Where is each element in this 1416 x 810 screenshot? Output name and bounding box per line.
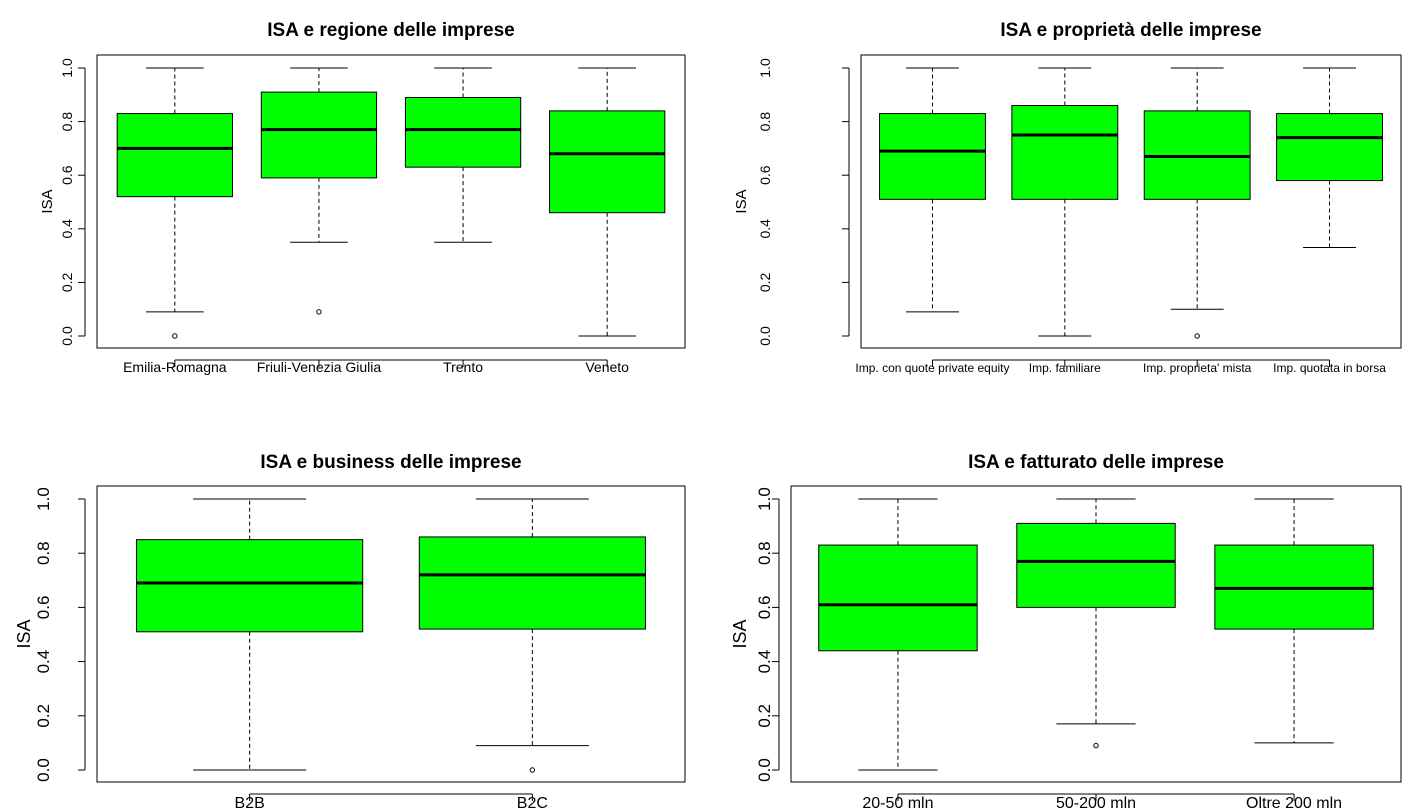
x-tick-label: Emilia-Romagna: [123, 359, 227, 375]
y-axis-label: ISA: [14, 619, 34, 648]
box-body: [879, 113, 986, 200]
y-axis-label: ISA: [733, 189, 750, 213]
y-tick-label: 0.0: [755, 758, 774, 782]
chart-title: ISA e regione delle imprese: [267, 20, 514, 41]
x-tick-label: Imp. familiare: [1029, 361, 1101, 375]
y-tick-label: 0.2: [755, 704, 774, 728]
chart-title: ISA e business delle imprese: [260, 452, 521, 473]
box-b2b: [136, 498, 364, 771]
outlier-point: [529, 767, 536, 773]
box-trento: [404, 67, 522, 243]
y-tick-label: 0.0: [59, 326, 75, 346]
y-tick-label: 0.6: [34, 596, 53, 620]
x-axis: B2B B2C: [235, 793, 548, 810]
y-tick-label: 1.0: [757, 58, 773, 78]
chart-panel-fatturato: ISA e fatturato delle imprese ISA 0.0 0.2…: [730, 452, 1402, 810]
plot-frame: [96, 54, 686, 349]
y-tick-label: 0.4: [755, 650, 774, 674]
box-emilia-romagna: [116, 67, 233, 339]
y-tick-label: 0.0: [34, 758, 53, 782]
x-tick-label: Trento: [443, 359, 483, 375]
outlier-point: [172, 333, 178, 339]
x-tick-label: Imp. proprieta' mista: [1143, 361, 1252, 375]
box-body: [116, 113, 233, 198]
y-tick-label: 0.4: [59, 219, 75, 239]
y-tick-label: 0.4: [757, 219, 773, 239]
box-body: [418, 536, 646, 630]
x-axis: Emilia-Romagna Friuli-Venezia Giulia Trent…: [123, 359, 629, 375]
y-tick-label: 0.2: [59, 272, 75, 292]
y-tick-label: 0.8: [755, 541, 774, 565]
box-imp-con-quote-private-equity: [879, 67, 986, 313]
box-veneto: [549, 67, 666, 337]
outlier-point: [316, 309, 322, 315]
box-oltre-200-mln: [1214, 498, 1374, 744]
box-body: [1016, 522, 1176, 608]
box-body: [404, 96, 522, 168]
x-tick-label: 20-50 mln: [862, 795, 933, 810]
x-tick-label: Friuli-Venezia Giulia: [257, 359, 382, 375]
x-axis: Imp. con quote private equity Imp. famili…: [855, 359, 1386, 375]
y-tick-label: 0.0: [757, 326, 773, 346]
y-axis: 0.0 0.2 0.4 0.6 0.8 1.0: [59, 58, 86, 346]
y-axis-label: ISA: [730, 619, 750, 648]
plot-frame: [96, 485, 686, 783]
x-tick-label: B2B: [235, 795, 265, 810]
y-tick-label: 0.4: [34, 650, 53, 674]
box-body: [1276, 113, 1383, 182]
x-tick-label: Imp. con quote private equity: [855, 361, 1009, 375]
x-tick-label: 50-200 mln: [1056, 795, 1136, 810]
x-tick-label: Imp. quotata in borsa: [1273, 361, 1386, 375]
box-imp-familiare: [1011, 67, 1119, 337]
y-tick-label: 0.6: [59, 165, 75, 185]
box-b2c: [418, 498, 646, 773]
y-tick-label: 0.6: [755, 596, 774, 620]
x-axis: 20-50 mln 50-200 mln Oltre 200 mln: [862, 793, 1342, 810]
outlier-point: [1093, 742, 1099, 749]
plot-frame: [860, 54, 1402, 349]
y-axis-label: ISA: [39, 189, 56, 213]
y-tick-label: 1.0: [755, 487, 774, 511]
y-tick-label: 0.2: [757, 272, 773, 292]
x-tick-label: Oltre 200 mln: [1246, 795, 1342, 810]
plot-frame: [790, 485, 1402, 783]
box-body: [818, 544, 978, 652]
y-axis: 0.0 0.2 0.4 0.6 0.8 1.0: [755, 487, 780, 782]
y-axis: 0.0 0.2 0.4 0.6 0.8 1.0: [34, 487, 86, 782]
x-tick-label: Veneto: [585, 359, 629, 375]
y-tick-label: 1.0: [59, 58, 75, 78]
box-body: [136, 539, 364, 633]
y-tick-label: 1.0: [34, 487, 53, 511]
y-tick-label: 0.8: [34, 541, 53, 565]
box-50-200-mln: [1016, 498, 1176, 749]
y-axis: 0.0 0.2 0.4 0.6 0.8 1.0: [757, 58, 850, 346]
box-friuli-venezia-giulia: [260, 67, 378, 315]
y-tick-label: 0.6: [757, 165, 773, 185]
box-body: [260, 91, 378, 179]
y-tick-label: 0.8: [59, 112, 75, 132]
y-tick-label: 0.2: [34, 704, 53, 728]
chart-panel-regione: ISA e regione delle imprese ISA 0.00.20.…: [39, 20, 686, 375]
chart-panel-business: ISA e business delle imprese ISA 0.00.20…: [14, 452, 686, 810]
chart-title: ISA e proprietà delle imprese: [1000, 20, 1261, 41]
box-body: [549, 110, 666, 214]
box-body: [1011, 105, 1119, 200]
outlier-point: [1194, 333, 1200, 339]
x-tick-label: B2C: [517, 795, 548, 810]
box-imp-quotata-in-borsa: [1276, 67, 1383, 249]
y-tick-label: 0.8: [757, 112, 773, 132]
box-20-50-mln: [818, 498, 978, 771]
box-imp-proprieta-mista: [1143, 67, 1251, 339]
chart-title: ISA e fatturato delle imprese: [968, 452, 1224, 473]
chart-panel-proprieta: ISA e proprietà delle imprese ISA 0.0 0.2…: [733, 20, 1402, 375]
